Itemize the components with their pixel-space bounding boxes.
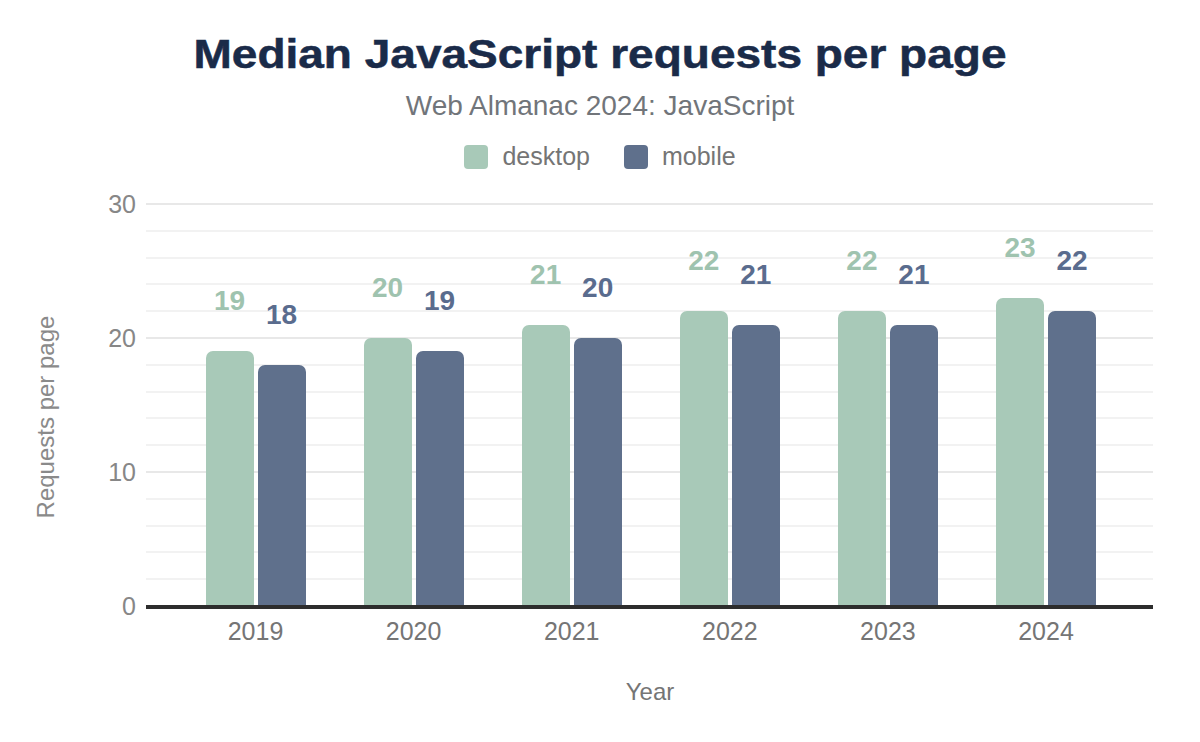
y-tick-label: 30: [76, 190, 136, 218]
bar-mobile-2021: [574, 338, 622, 606]
bar-value-mobile-2021: 20: [558, 274, 638, 302]
bar-value-mobile-2022: 21: [716, 261, 796, 289]
bar-chart: Median JavaScript requests per page Web …: [0, 0, 1200, 742]
x-tick-label: 2022: [670, 617, 790, 645]
bar-value-mobile-2024: 22: [1032, 247, 1112, 275]
y-tick-label: 20: [76, 324, 136, 352]
major-gridline: [146, 203, 1153, 205]
legend-label: desktop: [502, 142, 590, 171]
legend-item-desktop: desktop: [464, 142, 590, 171]
y-tick-label: 0: [76, 592, 136, 620]
bar-value-mobile-2019: 18: [242, 301, 322, 329]
legend-label: mobile: [662, 142, 736, 171]
bar-mobile-2023: [890, 325, 938, 606]
minor-gridline: [146, 230, 1153, 232]
x-tick-label: 2021: [512, 617, 632, 645]
x-tick-label: 2019: [196, 617, 316, 645]
legend-item-mobile: mobile: [624, 142, 736, 171]
y-axis-title: Requests per page: [32, 316, 60, 519]
bar-mobile-2019: [258, 365, 306, 606]
minor-gridline: [146, 283, 1153, 285]
legend: desktop mobile: [0, 142, 1200, 171]
y-tick-label: 10: [76, 458, 136, 486]
legend-swatch-mobile: [624, 145, 648, 169]
bar-desktop-2023: [838, 311, 886, 606]
x-axis-title: Year: [50, 678, 1200, 706]
bar-value-mobile-2023: 21: [874, 261, 954, 289]
bar-desktop-2021: [522, 325, 570, 606]
bar-desktop-2022: [680, 311, 728, 606]
bar-desktop-2019: [206, 351, 254, 606]
x-tick-label: 2020: [354, 617, 474, 645]
chart-subtitle: Web Almanac 2024: JavaScript: [0, 90, 1200, 122]
bar-mobile-2020: [416, 351, 464, 606]
x-tick-label: 2023: [828, 617, 948, 645]
x-tick-label: 2024: [986, 617, 1106, 645]
x-axis-line: [146, 605, 1153, 609]
bar-desktop-2024: [996, 298, 1044, 606]
bar-mobile-2024: [1048, 311, 1096, 606]
bar-desktop-2020: [364, 338, 412, 606]
legend-swatch-desktop: [464, 145, 488, 169]
bar-value-mobile-2020: 19: [400, 287, 480, 315]
bar-mobile-2022: [732, 325, 780, 606]
chart-title: Median JavaScript requests per page: [0, 34, 1200, 74]
